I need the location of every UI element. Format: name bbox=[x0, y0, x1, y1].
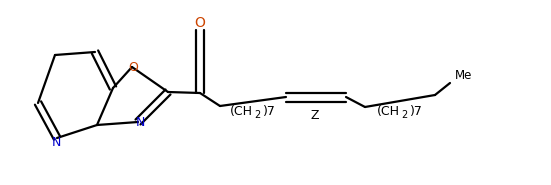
Text: 2: 2 bbox=[254, 110, 260, 120]
Text: N: N bbox=[136, 115, 145, 129]
Text: N: N bbox=[51, 135, 61, 149]
Text: Me: Me bbox=[455, 68, 472, 82]
Text: )7: )7 bbox=[263, 105, 276, 117]
Text: )7: )7 bbox=[410, 105, 423, 117]
Text: O: O bbox=[195, 16, 206, 30]
Text: O: O bbox=[128, 60, 138, 73]
Text: (CH: (CH bbox=[230, 105, 253, 117]
Text: 2: 2 bbox=[401, 110, 407, 120]
Text: Z: Z bbox=[311, 108, 319, 122]
Text: (CH: (CH bbox=[377, 105, 400, 117]
